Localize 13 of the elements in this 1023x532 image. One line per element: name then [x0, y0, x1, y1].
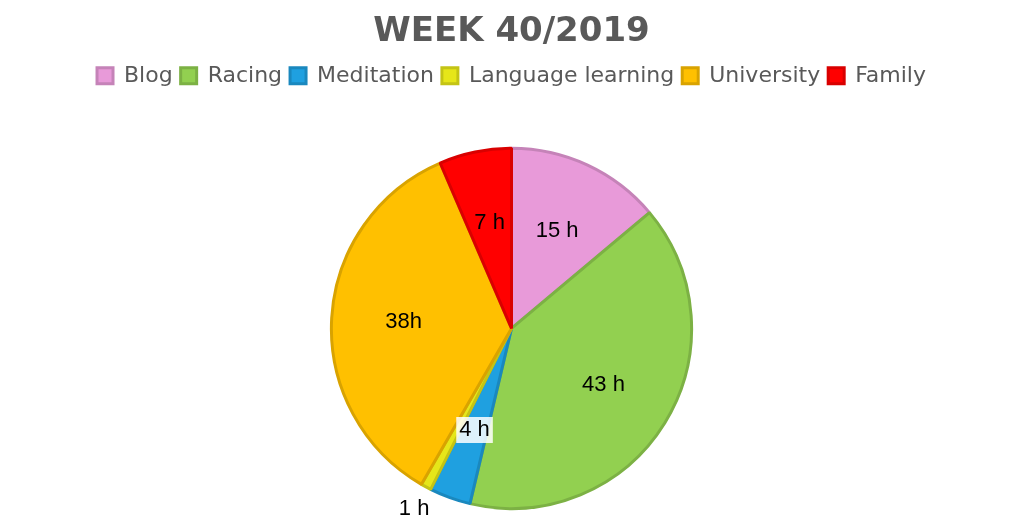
data-label: 15 h	[535, 216, 579, 242]
legend-label: Blog	[124, 61, 173, 87]
data-label: 38h	[385, 308, 422, 334]
legend-label: Racing	[207, 61, 283, 87]
data-label: 4 h	[459, 416, 490, 442]
data-label: 1 h	[398, 494, 430, 520]
data-label: 7 h	[474, 208, 505, 234]
legend-label: University	[709, 61, 821, 87]
legend-label: Meditation	[317, 61, 434, 87]
chart-title: WEEK 40/2019	[373, 9, 650, 50]
legend-label: Language learning	[468, 61, 675, 87]
legend-label: Family	[855, 61, 926, 87]
data-label: 43 h	[582, 371, 625, 397]
